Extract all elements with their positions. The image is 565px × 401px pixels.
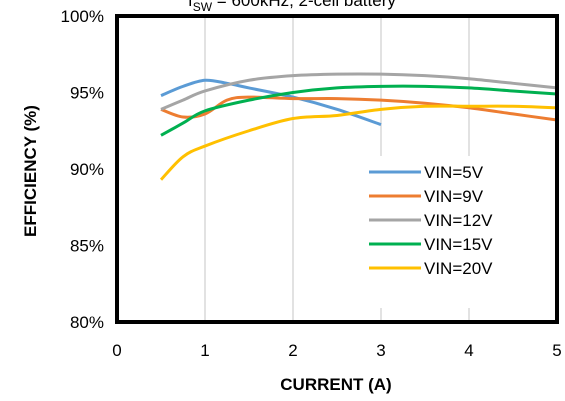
x-tick-labels: 0 1 2 3 4 5: [112, 341, 561, 360]
x-tick-label: 2: [288, 341, 297, 360]
plot-frame: [115, 14, 559, 324]
x-tick-label: 5: [552, 341, 561, 360]
series-line-vin-15v: [160, 84, 557, 137]
series-line-vin-12v: [160, 72, 557, 111]
y-tick-label: 80%: [70, 313, 104, 332]
x-axis-label: CURRENT (A): [280, 375, 391, 394]
legend-label: VIN=5V: [424, 163, 484, 182]
series-lines: [159, 72, 557, 181]
y-tick-label: 100%: [61, 7, 104, 26]
y-tick-label: 95%: [70, 84, 104, 103]
x-tick-label: 1: [200, 341, 209, 360]
x-tick-label: 4: [464, 341, 473, 360]
annotation-main: f: [188, 0, 193, 10]
legend: VIN=5V VIN=9V VIN=12V VIN=15V VIN=20V: [360, 156, 550, 308]
series-line-vin-5v: [160, 78, 382, 127]
legend-label: VIN=20V: [424, 259, 493, 278]
legend-label: VIN=15V: [424, 235, 493, 254]
series-line-vin-9v: [160, 95, 557, 122]
legend-label: VIN=9V: [424, 187, 484, 206]
annotation-sub: SW: [193, 0, 213, 14]
y-tick-label: 85%: [70, 237, 104, 256]
x-tick-label: 0: [112, 341, 121, 360]
annotation-rest: = 600kHz, 2-cell battery: [212, 0, 396, 10]
legend-background: [360, 156, 550, 308]
legend-label: VIN=12V: [424, 211, 493, 230]
annotation: fSW = 600kHz, 2-cell battery: [188, 0, 396, 14]
x-tick-label: 3: [376, 341, 385, 360]
y-axis-label: EFFICIENCY (%): [21, 105, 40, 237]
series-line-vin-20v: [159, 104, 557, 181]
y-tick-label: 90%: [70, 160, 104, 179]
y-tick-labels: 80% 85% 90% 95% 100%: [61, 7, 104, 332]
